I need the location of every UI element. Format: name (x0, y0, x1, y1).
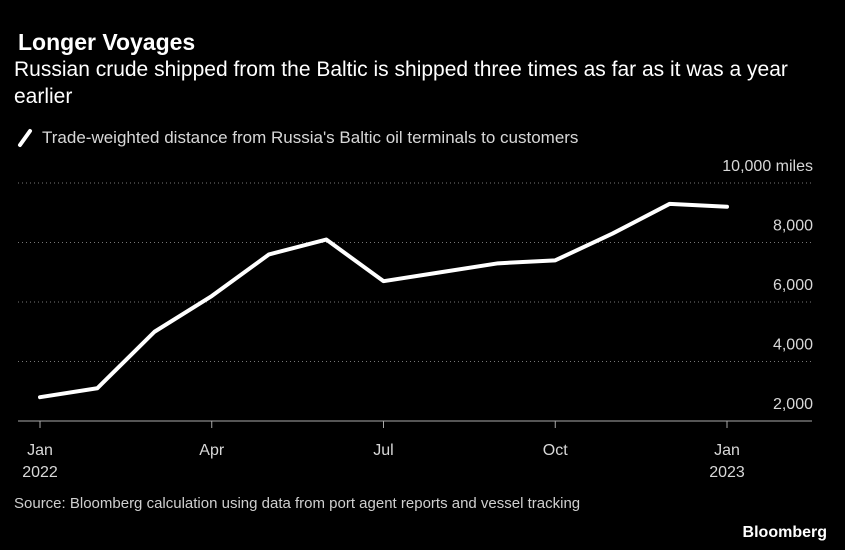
x-tick-label: Jul (373, 442, 393, 459)
legend-swatch (18, 129, 32, 147)
source-box: Source: Bloomberg calculation using data… (14, 495, 581, 512)
x-tick-year: 2022 (22, 464, 58, 481)
x-tick-label: Jan (27, 442, 53, 459)
subtitle-box: Russian crude shipped from the Baltic is… (14, 58, 788, 108)
y-tick-label: 6,000 (773, 277, 813, 294)
chart-title: Longer Voyages (18, 29, 195, 55)
y-tick-label: 2,000 (773, 396, 813, 413)
line-series (38, 201, 729, 400)
y-tick-label: 8,000 (773, 218, 813, 235)
chart-subtitle: Russian crude shipped from the Baltic is… (14, 58, 788, 108)
x-tick-year: 2023 (709, 464, 745, 481)
source: Source: Bloomberg calculation using data… (14, 495, 581, 512)
y-tick-label: 10,000 miles (722, 158, 813, 175)
x-tick-label: Oct (543, 442, 568, 459)
y-tick-label: 4,000 (773, 337, 813, 354)
legend-label: Trade-weighted distance from Russia's Ba… (42, 128, 578, 147)
x-tick-label: Apr (199, 442, 225, 459)
brand: Bloomberg (743, 524, 827, 541)
x-tick-label: Jan (714, 442, 740, 459)
